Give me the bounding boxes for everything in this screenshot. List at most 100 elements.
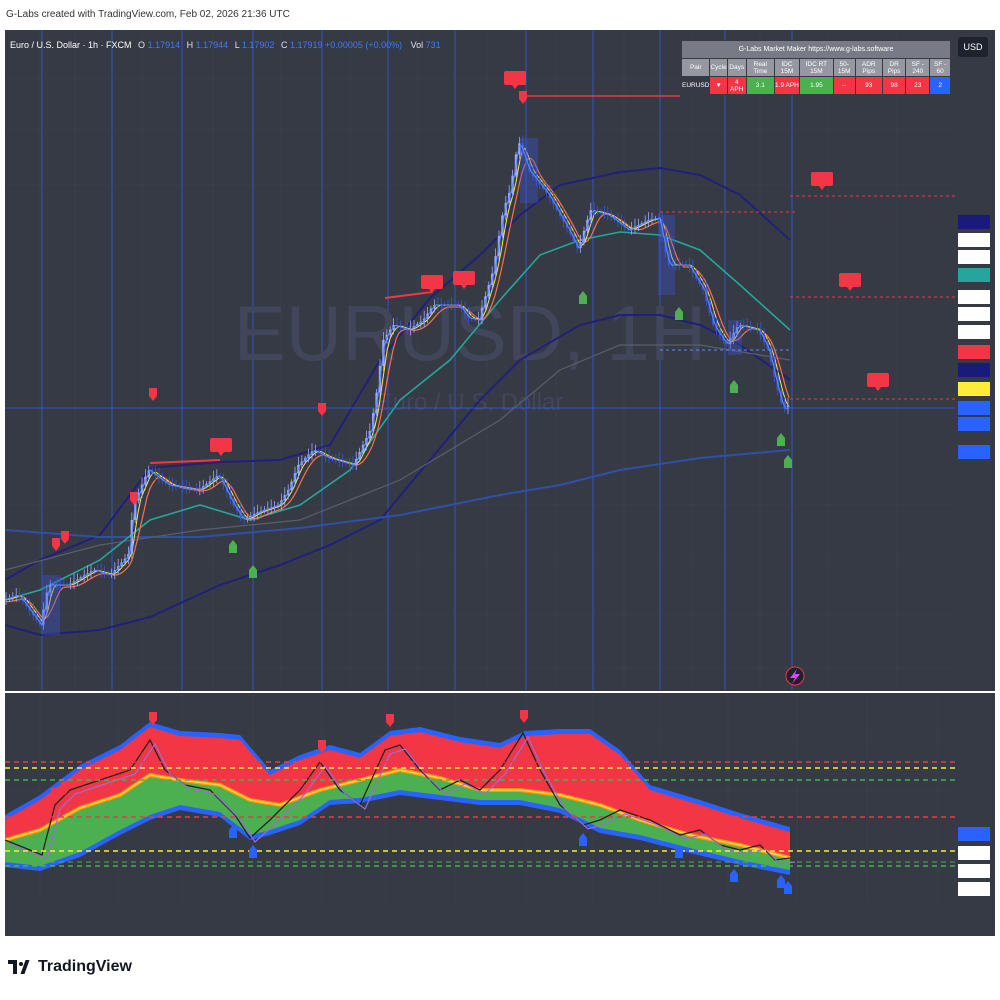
market-table-header-6: 50-15M (832, 58, 856, 77)
osc-buy-arrow-icon-4 (730, 869, 738, 882)
osc-buy-arrow-icon-5 (777, 875, 785, 888)
candle-body-91 (314, 451, 317, 453)
market-maker-table: G-Labs Market Maker https://www.g-labs.s… (680, 40, 951, 95)
tradingview-brand[interactable]: TradingView (8, 958, 132, 976)
bear-label-2-pointer (429, 289, 435, 293)
range-block-2 (658, 215, 675, 295)
legend-open-label: O (138, 40, 146, 50)
adr1-label-box (811, 172, 833, 186)
oscillator-line (5, 731, 791, 861)
bear-label-3-pointer (461, 285, 467, 289)
adr3-label-pointer (875, 387, 881, 391)
legend-symbol: Euro / U.S. Dollar · 1h · FXCM (10, 40, 132, 50)
market-table-cell-9: 23 (905, 76, 931, 95)
market-table-cell-4: 1.9 APH (773, 76, 800, 95)
market-table-header-4: IDC 15M (773, 58, 800, 77)
legend-low-label: L (234, 40, 240, 50)
brand-name: TradingView (38, 958, 132, 975)
buy-arrow-icon-4 (730, 380, 738, 393)
legend-high-label: H (186, 40, 194, 50)
osc-buy-arrow-icon-3 (675, 845, 683, 858)
aph-label-box (504, 71, 526, 85)
market-table-cell-0: EURUSD (680, 76, 711, 95)
legend-low-value: 1.17902 (241, 40, 275, 50)
buy-arrow-icon-2 (579, 291, 587, 304)
price-scale[interactable] (958, 215, 990, 459)
market-table-header-2: Days (726, 58, 747, 77)
bear-trendline-1 (384, 291, 433, 299)
bear-trendline-2 (149, 459, 221, 464)
sell-arrow-icon-0 (52, 538, 60, 551)
bear-label-1-box (210, 438, 232, 452)
price-label-box-1 (958, 233, 990, 247)
legend-open-value: 1.17914 (147, 40, 181, 50)
sell-arrow-icon-3 (149, 388, 157, 401)
currency-button[interactable]: USD (958, 37, 988, 57)
market-table-header-10: SF - 60 (929, 58, 951, 77)
market-table-header-3: Real Time (745, 58, 775, 77)
adr2-label (839, 273, 861, 291)
range-block-3 (728, 320, 742, 355)
osc-sell-arrow-icon-3 (149, 712, 157, 725)
legend-change: +0.00005 (+0.00%) (325, 40, 403, 50)
range-block-0 (42, 575, 60, 635)
price-label-box-6 (958, 325, 990, 339)
oscillator-lower-zone (5, 770, 790, 870)
oscillator-signal-markers (51, 710, 792, 894)
osc-sell-arrow-icon-1 (61, 782, 69, 795)
bear-label-1-pointer (218, 452, 224, 456)
price-label-box-0 (958, 215, 990, 229)
osc-label-box-0 (958, 827, 990, 841)
buy-arrow-icon-1 (249, 565, 257, 578)
main-grid (5, 30, 955, 690)
osc-buy-arrow-icon-6 (784, 881, 792, 894)
price-label-box-7 (958, 345, 990, 359)
candle-body-192 (657, 218, 660, 221)
lower-envelope-line (5, 314, 791, 637)
adr2-label-pointer (847, 287, 853, 291)
market-table-cell-5: 1.95 (798, 76, 834, 95)
aph-label-pointer (512, 85, 518, 89)
bear-label-2 (421, 275, 443, 293)
osc-label-box-2 (958, 864, 990, 878)
price-label-box-9 (958, 382, 990, 396)
osc-sell-arrow-icon-6 (520, 710, 528, 723)
osc-sell-arrow-icon-4 (318, 740, 326, 753)
adr3-label-box (867, 373, 889, 387)
buy-arrow-icon-0 (229, 540, 237, 553)
market-table-header-8: DR Pips (881, 58, 907, 77)
market-table-cell-10: 2 (929, 76, 951, 95)
candle-body-201 (688, 265, 691, 267)
buy-arrow-icon-6 (784, 455, 792, 468)
sell-arrow-icon-2 (130, 492, 138, 505)
upper-envelope-line (5, 166, 791, 581)
bear-label-1 (210, 438, 232, 456)
symbol-legend[interactable]: Euro / U.S. Dollar · 1h · FXCM O 1.17914… (10, 40, 441, 50)
aph-label (504, 71, 526, 89)
gray-moving-average-line (5, 344, 791, 571)
buy-arrow-icon-5 (777, 433, 785, 446)
sell-arrow-icon-5 (519, 91, 527, 104)
adr3-label (867, 373, 889, 391)
osc-sell-arrow-icon-5 (386, 714, 394, 727)
osc-buy-arrow-icon-2 (579, 833, 587, 846)
market-table-cell-3: 3.1 (745, 76, 775, 95)
oscillator-scale[interactable] (958, 827, 990, 896)
sell-arrow-icon-1 (61, 531, 69, 544)
lightning-icon[interactable] (785, 666, 805, 686)
candle-body-151 (518, 143, 521, 155)
adr2-label-box (839, 273, 861, 287)
price-label-box-12 (958, 445, 990, 459)
buy-arrow-icon-3 (675, 307, 683, 320)
bear-label-2-box (421, 275, 443, 289)
market-table-cell-6: -- (832, 76, 856, 95)
market-table-header-5: IDC RT 15M (798, 58, 834, 77)
long-moving-average-line (5, 449, 791, 538)
market-table-header-9: SF - 240 (905, 58, 931, 77)
legend-close-label: C (280, 40, 288, 50)
legend-close-value: 1.17919 (289, 40, 323, 50)
price-label-box-4 (958, 290, 990, 304)
price-label-box-3 (958, 268, 990, 282)
price-label-box-11 (958, 417, 990, 431)
